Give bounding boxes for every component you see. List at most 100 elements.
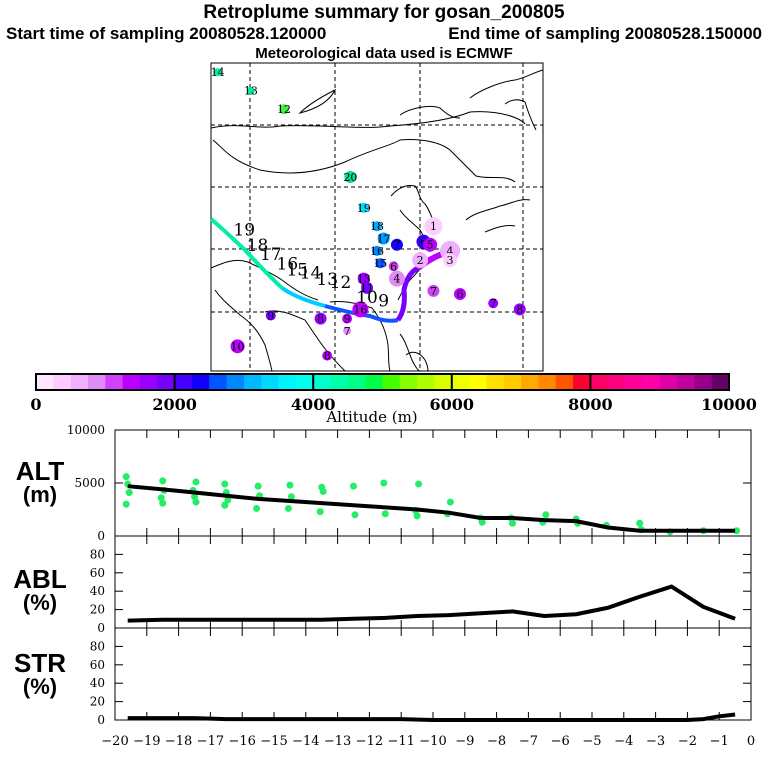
- alt-scatter-point: [224, 496, 232, 504]
- x-tick-label: −7: [519, 734, 538, 749]
- map-coastlines: [210, 69, 544, 372]
- y-tick-label: 60: [90, 658, 105, 672]
- map-marker: [390, 238, 403, 251]
- colorbar-swatch: [659, 374, 678, 390]
- y-tick-label: 20: [90, 695, 105, 709]
- alt-scatter-point: [415, 480, 423, 488]
- map-marker: [443, 253, 458, 268]
- start-time-label: Start time of sampling 20080528.120000: [6, 24, 327, 43]
- x-tick-label: −17: [197, 734, 224, 749]
- alt-scatter-point: [254, 482, 262, 490]
- x-tick-label: 0: [747, 734, 755, 749]
- x-tick-label: −8: [487, 734, 506, 749]
- y-tick-label: 0: [97, 713, 105, 727]
- colorbar-swatch: [243, 374, 262, 390]
- x-tick-label: −15: [260, 734, 287, 749]
- alt-series-line: [127, 484, 736, 533]
- path-segment-lightblue: [280, 286, 326, 308]
- x-tick-label: −1: [710, 734, 729, 749]
- alt-scatter-point: [159, 499, 167, 507]
- alt-scatter-point: [253, 504, 261, 512]
- abl-panel-label: ABL (%): [0, 566, 80, 614]
- abl-panel: 0 20 40 60 80: [90, 535, 752, 635]
- alt-panel: 0 5000 10000: [67, 423, 752, 543]
- colorbar-swatch: [191, 374, 210, 390]
- alt-scatter-point: [157, 494, 165, 502]
- colorbar-swatch: [555, 374, 574, 390]
- colorbar-swatch: [278, 374, 297, 390]
- str-panel-label: STR (%): [0, 650, 80, 698]
- alt-label-bottom: (m): [22, 482, 58, 507]
- map-marker-label: 4: [447, 245, 454, 258]
- colorbar-tick-label: 8000: [568, 395, 613, 414]
- abl-label-bottom: (%): [22, 590, 58, 615]
- map-marker: [427, 284, 440, 297]
- map-marker: [213, 68, 222, 77]
- str-frame: [114, 627, 752, 721]
- path-segment-purple: [395, 265, 420, 322]
- map-marker: [372, 221, 382, 232]
- y-tick-label: 20: [90, 603, 105, 617]
- alt-scatter-point: [122, 473, 130, 481]
- path-day-label: 19: [233, 220, 255, 240]
- colorbar-swatch: [122, 374, 141, 390]
- map-marker-label: 16: [370, 245, 384, 258]
- map-marker: [342, 313, 353, 324]
- map-marker-label: 8: [516, 303, 523, 316]
- map-marker-label: 6: [390, 260, 397, 273]
- alt-scatter-point: [381, 510, 389, 518]
- colorbar-swatch: [434, 374, 453, 390]
- map-marker-label: 20: [343, 171, 357, 184]
- y-tick-label: 0: [97, 529, 105, 543]
- alt-scatter-point: [446, 498, 454, 506]
- map-marker-label: 13: [244, 85, 258, 98]
- colorbar-tick-label: 10000: [701, 395, 757, 414]
- map-marker: [423, 237, 438, 252]
- map-marker: [388, 261, 399, 272]
- alt-scatter-point: [319, 487, 327, 495]
- colorbar-title: Altitude (m): [325, 408, 417, 426]
- map-marker-label: 5: [427, 239, 434, 252]
- colorbar-swatch: [209, 374, 228, 390]
- x-tick-label: −18: [165, 734, 192, 749]
- colorbar-swatch: [261, 374, 280, 390]
- map-marker: [412, 252, 429, 269]
- map-marker: [377, 232, 390, 245]
- alt-scatter-point: [192, 498, 200, 506]
- map-marker-label: 11: [360, 282, 374, 295]
- colorbar-swatch: [382, 374, 401, 390]
- colorbar-swatch: [503, 374, 522, 390]
- y-tick-label: 0: [97, 621, 105, 635]
- colorbar-swatch: [677, 374, 695, 390]
- colorbar-swatch: [87, 374, 106, 390]
- map-marker: [454, 288, 466, 300]
- map-marker: [361, 281, 374, 294]
- alt-scatter-point: [287, 493, 295, 501]
- y-tick-label: 10000: [67, 423, 105, 437]
- colorbar-swatch: [694, 374, 713, 390]
- colorbar-swatch: [399, 374, 418, 390]
- map-marker-label: 19: [357, 202, 371, 215]
- map-marker: [372, 245, 382, 256]
- alt-scatter-point: [380, 479, 388, 487]
- colorbar-swatch: [70, 374, 89, 390]
- map-marker-label: 9: [267, 310, 274, 323]
- path-day-label: 15: [286, 261, 308, 281]
- x-tick-label: −9: [455, 734, 474, 749]
- colorbar-swatch: [521, 374, 539, 390]
- alt-scatter-point: [221, 501, 229, 509]
- plume-centroid-path: [209, 217, 444, 323]
- map-marker: [358, 202, 369, 213]
- map-marker-label: 10: [231, 340, 245, 353]
- alt-scatter-point: [351, 511, 359, 519]
- map-marker-label: 7: [393, 239, 400, 252]
- colorbar-swatch: [347, 374, 366, 390]
- path-day-label: 10: [356, 288, 378, 308]
- x-tick-label: −20: [101, 734, 128, 749]
- alt-scatter-point: [192, 478, 200, 486]
- colorbar-swatch: [590, 374, 609, 390]
- y-tick-label: 40: [90, 584, 105, 598]
- alt-scatter-point: [122, 500, 130, 508]
- map-marker: [279, 104, 290, 115]
